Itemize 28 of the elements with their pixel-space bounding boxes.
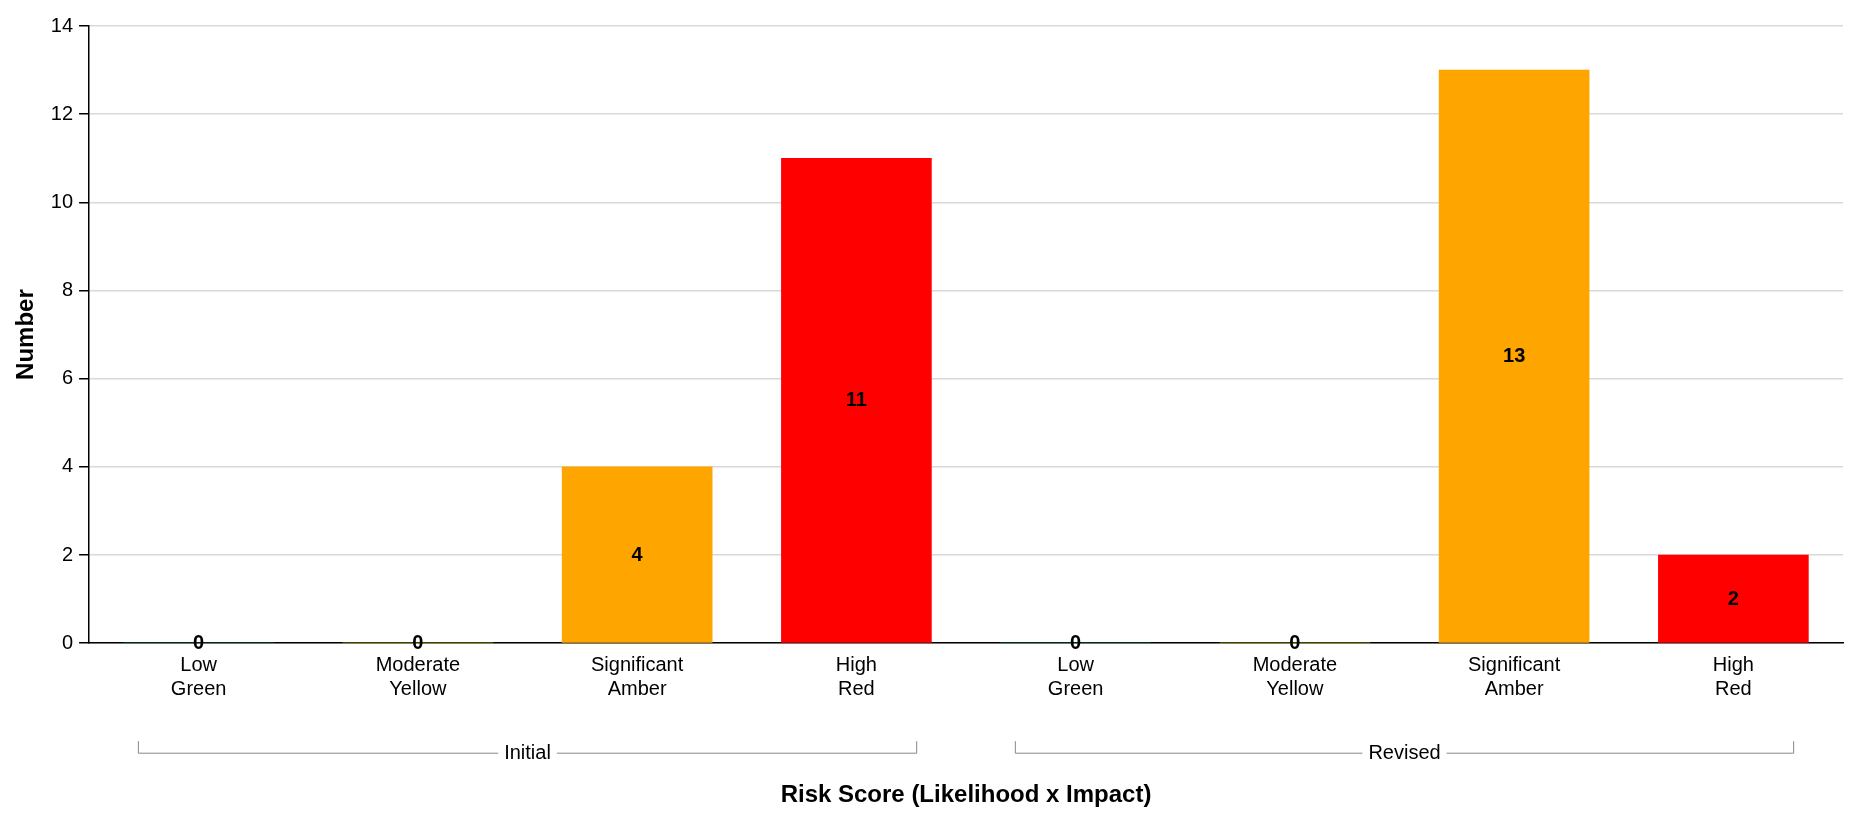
x-tick-label: Low Green (1047, 652, 1104, 699)
y-tick-label: 14 (50, 13, 74, 36)
x-axis-title: Risk Score (Likelihood x Impact) (780, 780, 1152, 808)
bar (781, 157, 932, 643)
y-tick-label: 6 (61, 366, 74, 389)
y-axis-title: Number (11, 289, 39, 380)
text: Revised (1368, 740, 1441, 763)
bar (1658, 554, 1809, 643)
x-tick-label: Moderate Yellow (375, 652, 461, 699)
y-tick-label: 4 (61, 454, 74, 477)
y-tick-label: 0 (61, 630, 74, 653)
y-tick-label: 12 (50, 101, 74, 124)
bar (1438, 69, 1590, 643)
bar (561, 466, 713, 643)
y-tick-label: 8 (61, 278, 74, 301)
data-label: 11 (845, 388, 867, 411)
x-tick-label: High Red (1712, 652, 1754, 699)
x-tick-label: Significant Amber (1467, 652, 1561, 699)
data-label: 2 (1727, 586, 1739, 609)
y-tick-label: 2 (61, 542, 74, 565)
x-tick-label: Low Green (170, 652, 227, 699)
data-label: 13 (1503, 344, 1526, 367)
x-tick-label: Significant Amber (591, 652, 684, 699)
x-tick-label: Moderate Yellow (1252, 652, 1338, 699)
y-tick-label: 10 (50, 189, 74, 212)
text: Initial (504, 740, 551, 763)
data-label: 4 (631, 542, 644, 565)
x-tick-label: High Red (835, 652, 877, 699)
